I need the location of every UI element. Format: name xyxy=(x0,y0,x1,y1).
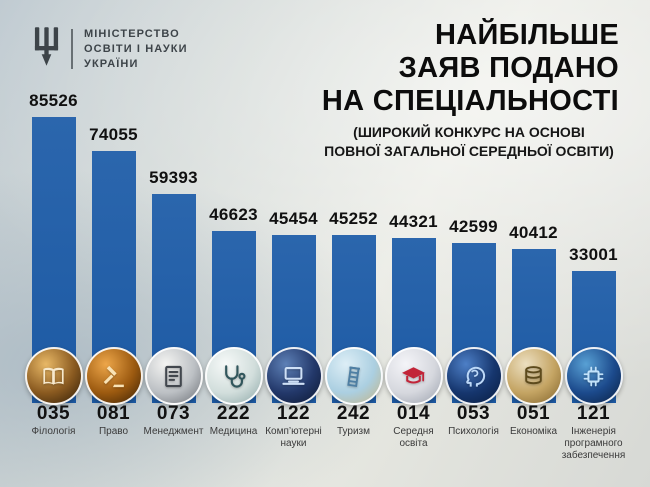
pisa-tower-photo-icon xyxy=(340,363,367,390)
trident-icon xyxy=(33,26,60,72)
specialty-photo-circle xyxy=(144,347,203,405)
bar-group: 33001 121 Інженерія програмного забезпеч… xyxy=(562,0,626,487)
bar-value-label: 33001 xyxy=(569,245,618,265)
bar-value-label: 46623 xyxy=(209,205,258,225)
coins-hand-photo-icon xyxy=(520,363,547,390)
specialty-photo-circle xyxy=(204,347,263,405)
specialty-name: Медицина xyxy=(209,426,258,437)
bar-value-label: 59393 xyxy=(149,167,198,187)
specialty-code: 053 xyxy=(456,403,491,424)
specialty-photo-circle xyxy=(384,347,443,405)
bar-group: 42599 053 Психологія xyxy=(442,0,506,487)
specialty-photo-circle xyxy=(84,347,143,405)
specialty-code: 121 xyxy=(576,403,611,424)
subtitle-line-2: ПОВНОЇ ЗАГАЛЬНОЇ СЕРЕДНЬОЇ ОСВІТИ) xyxy=(324,143,614,159)
graduation-cap-photo-icon xyxy=(400,363,427,390)
stethoscope-photo-icon xyxy=(220,363,247,390)
specialty-name: Комп’ютерні науки xyxy=(265,426,322,449)
specialty-name: Туризм xyxy=(336,426,371,437)
title-line-1: НАЙБІЛЬШЕ xyxy=(434,19,619,51)
paperwork-calculator-photo-icon xyxy=(160,363,187,390)
ministry-name-line: УКРАЇНИ xyxy=(84,57,139,70)
bar-group: 85526 035 Філологія xyxy=(22,0,86,487)
specialty-code: 122 xyxy=(276,403,311,424)
page-subtitle: (ШИРОКИЙ КОНКУРС НА ОСНОВІ ПОВНОЇ ЗАГАЛЬ… xyxy=(319,123,619,161)
specialty-code: 051 xyxy=(516,403,551,424)
specialty-photo-circle xyxy=(324,347,383,405)
digital-circuit-photo-icon xyxy=(580,363,607,390)
specialty-name: Економіка xyxy=(509,426,558,437)
specialty-name: Середня освіта xyxy=(393,426,434,449)
ministry-name: МІНІСТЕРСТВО ОСВІТИ І НАУКИ УКРАЇНИ xyxy=(84,27,188,72)
bar-group: 45252 242 Туризм xyxy=(322,0,386,487)
specialty-code: 242 xyxy=(336,403,371,424)
bar-group: 74055 081 Право xyxy=(82,0,146,487)
bar-group: 59393 073 Менеджмент xyxy=(142,0,206,487)
specialty-photo-circle xyxy=(504,347,563,405)
subtitle-line-1: (ШИРОКИЙ КОНКУРС НА ОСНОВІ xyxy=(353,124,585,140)
specialty-code: 081 xyxy=(96,403,131,424)
brain-head-photo-icon xyxy=(460,363,487,390)
bar-value-label: 44321 xyxy=(389,211,438,231)
specialty-name: Право xyxy=(98,426,129,437)
specialty-name: Психологія xyxy=(448,426,499,437)
title-line-2: ЗАЯВ ПОДАНО xyxy=(398,52,619,84)
specialty-name: Інженерія програмного забезпечення xyxy=(561,426,626,461)
bar-group: 46623 222 Медицина xyxy=(202,0,266,487)
bar-value-label: 42599 xyxy=(449,216,498,236)
specialty-photo-circle xyxy=(264,347,323,405)
specialty-name: Філологія xyxy=(31,426,76,437)
bar-group: 44321 014 Середня освіта xyxy=(382,0,446,487)
ministry-name-line: ОСВІТИ І НАУКИ xyxy=(84,42,188,55)
bar-value-label: 85526 xyxy=(29,91,78,110)
specialty-code: 073 xyxy=(156,403,191,424)
page-title: НАЙБІЛЬШЕ ЗАЯВ ПОДАНО НА СПЕЦІАЛЬНОСТІ (… xyxy=(319,19,619,161)
specialty-code: 014 xyxy=(396,403,431,424)
bar-value-label: 74055 xyxy=(89,124,138,144)
specialty-photo-circle xyxy=(444,347,503,405)
specialty-name: Менеджмент xyxy=(143,426,204,437)
laptop-keyboard-photo-icon xyxy=(280,363,307,390)
ministry-name-line: МІНІСТЕРСТВО xyxy=(84,27,180,40)
bar-value-label: 40412 xyxy=(509,223,558,243)
bar-value-label: 45252 xyxy=(329,209,378,229)
bar-value-label: 45454 xyxy=(269,208,318,228)
title-line-3: НА СПЕЦІАЛЬНОСТІ xyxy=(321,85,619,117)
open-book-photo-icon xyxy=(40,363,67,390)
bar-group: 40412 051 Економіка xyxy=(502,0,566,487)
gavel-photo-icon xyxy=(100,363,127,390)
specialty-code: 035 xyxy=(36,403,71,424)
bar-group: 45454 122 Комп’ютерні науки xyxy=(262,0,326,487)
specialty-code: 222 xyxy=(216,403,251,424)
ministry-logo: МІНІСТЕРСТВО ОСВІТИ І НАУКИ УКРАЇНИ xyxy=(33,26,188,72)
specialty-photo-circle xyxy=(564,347,623,405)
specialty-photo-circle xyxy=(24,347,83,405)
logo-divider xyxy=(71,29,73,69)
